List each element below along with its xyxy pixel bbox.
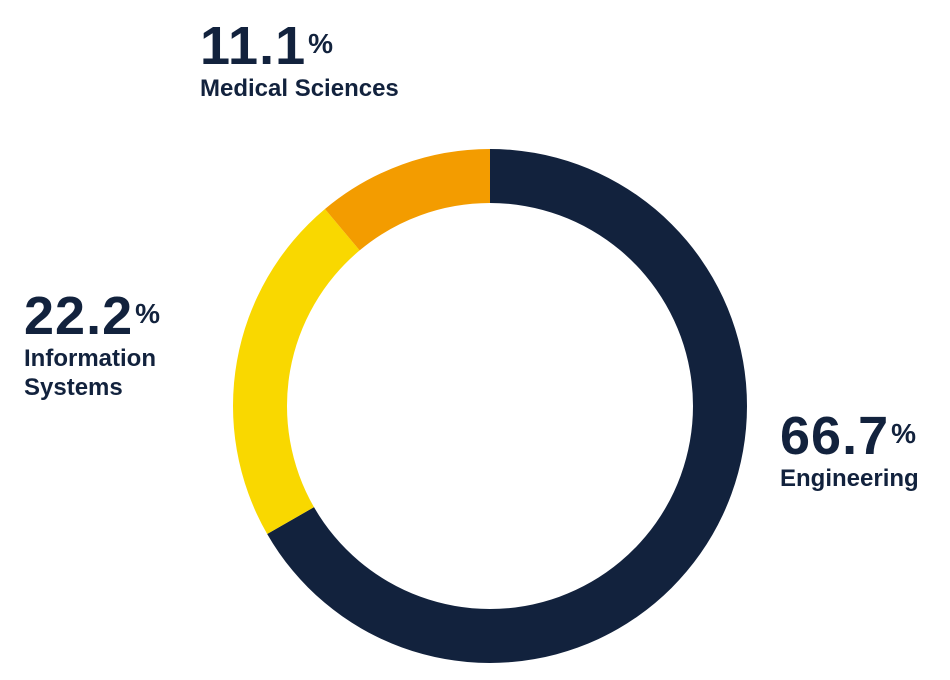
value-unit: % — [308, 28, 335, 59]
category-label: Engineering — [780, 465, 919, 492]
category-label: Information Systems — [24, 345, 156, 401]
segment-label: 11.1% Medical Sciences — [200, 18, 460, 103]
value-number: 22.2 — [24, 286, 134, 346]
segment-label: 66.7% Engineering — [780, 408, 950, 493]
donut-segment — [232, 209, 360, 535]
segment-label: 22.2% Information Systems — [24, 288, 199, 402]
value-label: 22.2% — [24, 288, 199, 344]
value-label: 66.7% — [780, 408, 950, 464]
value-unit: % — [135, 298, 162, 329]
value-label: 11.1% — [200, 18, 460, 74]
value-number: 11.1 — [200, 16, 307, 76]
value-unit: % — [891, 418, 918, 449]
category-label: Medical Sciences — [200, 75, 399, 102]
donut-segment — [324, 149, 490, 251]
value-number: 66.7 — [780, 406, 890, 466]
